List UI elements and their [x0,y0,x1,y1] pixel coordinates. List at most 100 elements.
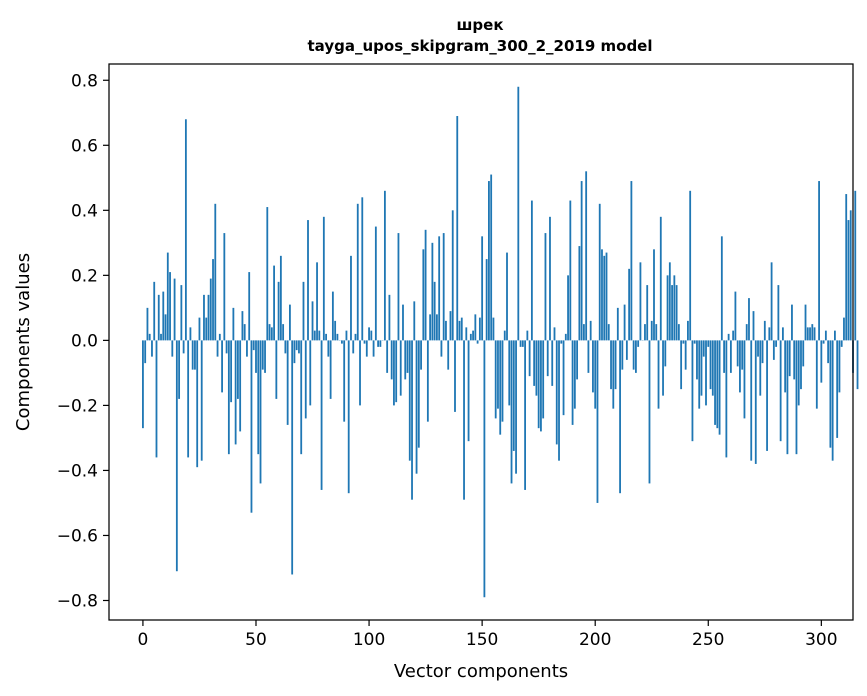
bar [246,340,248,357]
bar [840,340,843,347]
bar [594,340,597,409]
bar [404,340,407,380]
x-tick-label: 300 [805,630,837,650]
bar [478,317,481,341]
bar [304,340,307,419]
bar [370,330,373,341]
bar [322,216,325,341]
bar [395,340,398,403]
bar [449,311,452,341]
bar [838,340,841,393]
bar [567,275,569,341]
bar [345,330,348,341]
bar [347,340,350,494]
bar [601,249,603,341]
bar [422,249,425,341]
bar [447,340,450,370]
bar [745,324,748,341]
bar [331,291,334,341]
bar [424,229,427,341]
bar [356,203,359,341]
bar [587,340,590,373]
bar [820,340,823,383]
y-axis-ticks: 0.8 0.6 0.4 0.2 0.0 −0.2 −0.4 −0.6 −0.8 [57,71,109,611]
bar [216,340,219,357]
bar [571,340,574,425]
bar [589,320,592,341]
bar [849,210,852,341]
bar [237,340,239,399]
bar [856,340,859,390]
bar [777,285,780,341]
bar [336,333,339,341]
bar [307,220,309,341]
bar [463,340,465,500]
bar [413,301,416,341]
bar [359,340,361,406]
bar [180,285,183,341]
bar [431,242,434,341]
bar [460,317,463,341]
bar [555,340,558,445]
bar [763,320,766,341]
x-tick-label: 200 [579,630,611,650]
bar [207,294,210,341]
bar [576,340,579,380]
bar [779,340,782,442]
bar [564,333,567,341]
bar [743,340,746,419]
bar [230,340,233,403]
bar [289,304,291,341]
bar [621,340,624,370]
bar [689,190,692,341]
bar [273,265,275,341]
bar [203,294,205,341]
bar [162,291,165,341]
bar [526,330,529,341]
bar [397,233,400,341]
bar [411,340,413,500]
bar [682,340,685,344]
bar [270,327,273,341]
bar [727,333,730,341]
bar [813,327,816,341]
bar [386,340,389,373]
bar [503,330,506,341]
bar [718,340,721,435]
bar [748,298,750,341]
bar [476,340,479,344]
bar [752,311,755,341]
bar [383,190,386,341]
bar [469,333,472,341]
bar [223,233,226,341]
bar [488,181,490,341]
bar [354,333,357,341]
bar [209,278,212,341]
bar [365,340,368,357]
bar [189,327,192,341]
bar [160,333,162,341]
bar [637,340,640,347]
bar [802,340,805,367]
bar [429,314,432,341]
bar [768,327,771,341]
bar [515,340,517,474]
bar [573,340,576,409]
bar [264,340,266,373]
bar [687,320,689,341]
bar [250,340,253,513]
bar-series [142,86,859,598]
bar [142,340,144,429]
bar [320,340,323,490]
bar [657,340,660,409]
bar [759,340,762,396]
bar [438,236,441,341]
bar [772,340,775,360]
bar [635,340,637,373]
bar [341,340,343,344]
bar [184,119,187,341]
bar [436,314,438,341]
bar [227,340,230,455]
bar [607,324,610,341]
bar [707,340,710,347]
